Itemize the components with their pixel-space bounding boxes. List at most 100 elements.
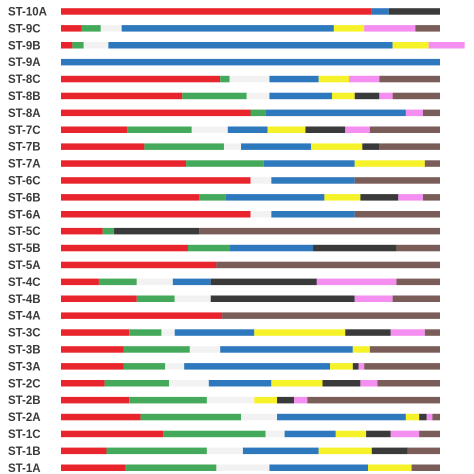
bar-segment-st-3c-0 [61, 329, 130, 336]
bar-segment-st-5c-0 [61, 227, 103, 235]
bar-segment-st-2a-4 [405, 413, 420, 421]
bar-segment-st-9b-2 [83, 42, 109, 49]
row-label-st-4c: ST-4C [8, 277, 41, 289]
bar-segment-st-6a-7 [354, 211, 441, 218]
bar-segment-st-2b-4 [254, 396, 278, 404]
bar-segment-st-6b-6 [398, 194, 423, 201]
bar-segment-st-7c-6 [345, 126, 370, 133]
row-label-st-9a: ST-9A [8, 57, 41, 69]
bar-segment-st-9a-3 [61, 58, 440, 66]
bar-segment-st-8c-7 [379, 75, 440, 83]
bar-segment-st-1b-7 [407, 447, 441, 455]
bar-segment-st-1c-7 [419, 430, 440, 438]
row-label-st-5c: ST-5C [8, 226, 41, 238]
bar-segment-st-2b-6 [294, 396, 308, 404]
bar-segment-st-3b-0 [61, 346, 124, 353]
bar-segment-st-8b-3 [269, 92, 332, 100]
bar-segment-st-8c-4 [318, 75, 350, 83]
bars [61, 8, 465, 471]
bar-segment-st-3c-5 [345, 329, 391, 336]
bar-segment-st-7a-4 [354, 160, 425, 167]
bar-segment-st-6b-7 [422, 194, 440, 201]
bar-segment-st-4b-0 [61, 295, 137, 302]
bar-segment-st-1b-0 [61, 447, 107, 455]
bar-segment-st-3a-1 [123, 363, 166, 370]
bar-segment-st-2a-5 [419, 413, 427, 421]
bar-segment-st-1c-5 [366, 430, 391, 438]
row-label-st-4b: ST-4B [8, 294, 41, 306]
bar-segment-st-7b-0 [61, 143, 145, 150]
bar-segment-st-5b-7 [396, 244, 441, 252]
bar-segment-st-8a-6 [405, 109, 423, 117]
bar-segment-st-3c-7 [424, 329, 440, 336]
row-label-st-8a: ST-8A [8, 108, 41, 120]
bar-segment-st-7a-1 [186, 160, 264, 167]
bar-segment-st-1b-4 [318, 447, 372, 455]
bar-segment-st-5c-1 [102, 227, 115, 235]
bar-segment-st-8b-2 [246, 92, 270, 100]
bar-segment-st-10a-5 [388, 8, 440, 15]
bar-segment-st-5b-5 [313, 244, 397, 252]
bar-segment-st-4c-6 [316, 278, 397, 286]
bar-segment-st-2b-0 [61, 396, 130, 404]
bar-segment-st-1c-2 [265, 430, 285, 438]
bar-segment-st-8b-4 [331, 92, 355, 100]
bar-segment-st-3c-2 [161, 329, 175, 336]
bar-segment-st-4b-2 [174, 295, 211, 302]
bar-segment-st-3b-3 [220, 346, 353, 353]
row-label-st-9c: ST-9C [8, 23, 41, 35]
row-label-st-9b: ST-9B [8, 40, 41, 52]
bar-segment-st-5c-7 [199, 227, 440, 235]
bar-segment-st-6c-2 [250, 177, 272, 184]
row-label-st-6b: ST-6B [8, 192, 41, 204]
bar-segment-st-7c-0 [61, 126, 128, 133]
row-label-st-7b: ST-7B [8, 142, 41, 154]
bar-segment-st-7b-3 [241, 143, 312, 150]
bar-segment-st-3a-4 [330, 363, 353, 370]
bar-segment-st-7c-7 [369, 126, 440, 133]
row-label-st-2c: ST-2C [8, 378, 41, 390]
bar-segment-st-2c-3 [208, 380, 272, 387]
bar-segment-st-2c-0 [61, 380, 105, 387]
bar-segment-st-9c-0 [61, 25, 82, 32]
bar-segment-st-9c-3 [121, 25, 334, 32]
bar-segment-st-3b-4 [352, 346, 370, 353]
bar-segment-st-3a-2 [165, 363, 185, 370]
bar-segment-st-3c-4 [254, 329, 346, 336]
bar-segment-st-3a-5 [352, 363, 359, 370]
bar-segment-st-2b-2 [206, 396, 255, 404]
bar-segment-st-7b-2 [223, 143, 242, 150]
bar-segment-st-4a-0 [61, 312, 223, 319]
bar-segment-st-6b-3 [225, 194, 325, 201]
bar-segment-st-2c-7 [377, 380, 440, 387]
bar-segment-st-7c-2 [191, 126, 228, 133]
bar-segment-st-8c-1 [220, 75, 230, 83]
bar-segment-st-8a-1 [250, 109, 266, 117]
bar-segment-st-3b-1 [123, 346, 190, 353]
row-label-st-1a: ST-1A [8, 463, 41, 474]
bar-segment-st-7c-5 [305, 126, 346, 133]
bar-segment-st-7a-3 [263, 160, 355, 167]
row-label-st-7c: ST-7C [8, 125, 41, 137]
bar-segment-st-7b-1 [144, 143, 224, 150]
bar-segment-st-8b-6 [379, 92, 393, 100]
bar-segment-st-8c-3 [269, 75, 319, 83]
bar-segment-st-3c-1 [129, 329, 162, 336]
row-label-st-2a: ST-2A [8, 412, 41, 424]
bar-segment-st-9b-1 [72, 42, 84, 49]
row-label-st-3b: ST-3B [8, 344, 41, 356]
bar-segment-st-9b-4 [392, 42, 429, 49]
bar-segment-st-7b-5 [362, 143, 380, 150]
bar-segment-st-4c-7 [396, 278, 441, 286]
bar-segment-st-2a-2 [241, 413, 278, 421]
bar-segment-st-1b-5 [371, 447, 408, 455]
bar-segment-st-8c-2 [229, 75, 270, 83]
bar-segment-st-1c-3 [284, 430, 336, 438]
row-label-st-3a: ST-3A [8, 361, 41, 373]
bar-segment-st-3a-0 [61, 363, 124, 370]
bar-segment-st-9b-6 [428, 42, 465, 49]
bar-segment-st-1a-2 [216, 464, 270, 471]
bar-segment-st-3b-2 [189, 346, 221, 353]
row-label-st-1b: ST-1B [8, 446, 41, 458]
bar-segment-st-8b-0 [61, 92, 183, 100]
